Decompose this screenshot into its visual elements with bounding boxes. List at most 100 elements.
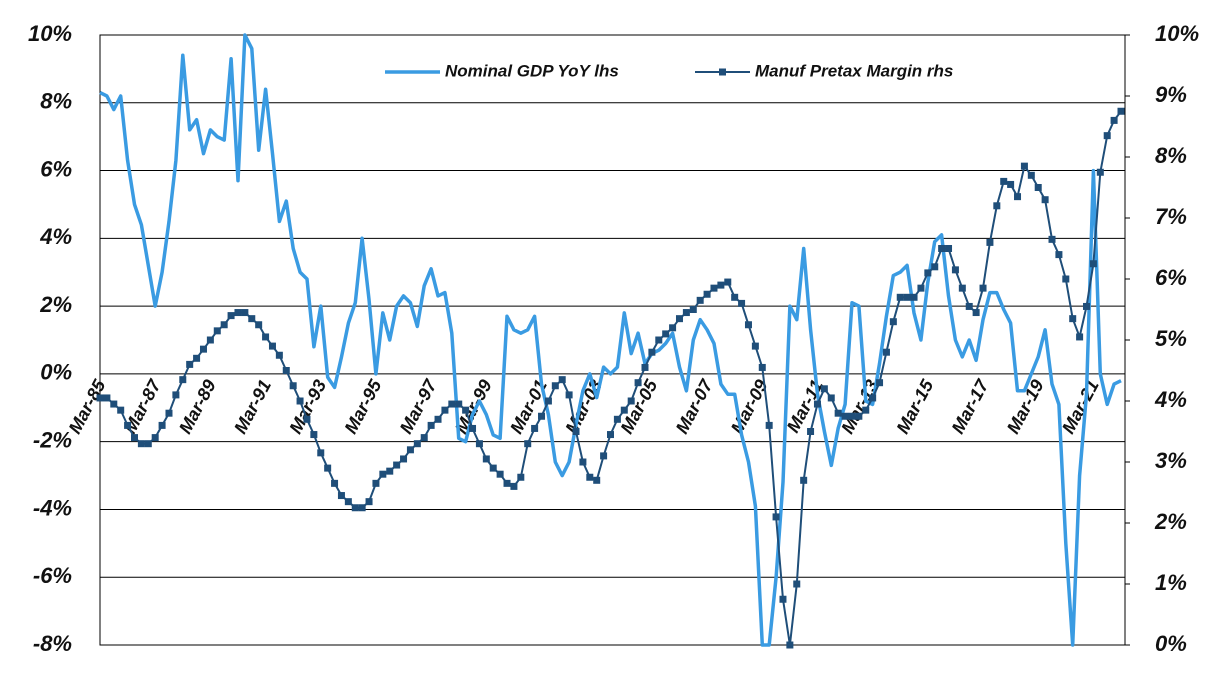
x-tick-label: Mar-17 (948, 376, 993, 437)
point-marker (579, 458, 587, 466)
point-marker (1014, 193, 1022, 201)
point-marker (682, 309, 690, 317)
point-marker (455, 400, 463, 408)
point-marker (227, 312, 235, 320)
point-marker (393, 461, 401, 469)
point-marker (117, 406, 125, 414)
point-marker (1000, 177, 1008, 185)
point-marker (1007, 180, 1015, 188)
point-marker (779, 595, 787, 603)
point-marker (137, 440, 145, 448)
point-marker (310, 431, 318, 439)
point-marker (551, 382, 559, 390)
point-marker (400, 455, 408, 463)
point-marker (386, 467, 394, 475)
point-marker (607, 431, 614, 439)
point-marker (482, 455, 490, 463)
y2-tick-label: 0% (1155, 631, 1187, 656)
point-marker (206, 336, 214, 344)
point-marker (193, 354, 201, 362)
x-tick-label: Mar-89 (175, 376, 220, 437)
point-marker (496, 470, 504, 478)
point-marker (317, 449, 325, 457)
point-marker (593, 476, 601, 484)
point-marker (896, 293, 904, 301)
point-marker (917, 284, 925, 292)
point-marker (931, 263, 939, 271)
point-marker (689, 306, 697, 313)
y2-tick-label: 9% (1155, 82, 1187, 107)
point-marker (979, 284, 987, 292)
point-marker (538, 412, 546, 420)
series-line (99, 33, 1122, 647)
point-marker (800, 476, 808, 484)
point-marker (96, 394, 104, 402)
point-marker (572, 428, 580, 435)
point-marker (613, 415, 621, 423)
point-marker (703, 290, 711, 298)
point-marker (213, 327, 221, 335)
point-marker (675, 315, 683, 323)
legend-label: Manuf Pretax Margin rhs (755, 61, 953, 80)
x-tick-label: Mar-07 (672, 376, 717, 437)
x-tick-label: Mar-01 (506, 376, 551, 437)
point-marker (379, 470, 387, 478)
point-marker (420, 434, 428, 442)
point-marker (248, 315, 256, 323)
x-tick-label: Mar-91 (230, 376, 275, 437)
point-marker (600, 452, 608, 460)
y2-tick-label: 2% (1154, 509, 1187, 534)
point-marker (358, 504, 366, 512)
point-marker (1034, 184, 1042, 191)
point-marker (807, 428, 815, 435)
y2-tick-label: 5% (1155, 326, 1187, 351)
y-tick-label: 2% (39, 292, 72, 317)
point-marker (441, 406, 449, 414)
point-marker (834, 409, 842, 417)
point-marker (758, 363, 766, 371)
point-marker (1069, 315, 1077, 323)
point-marker (945, 245, 953, 252)
point-marker (972, 309, 980, 317)
y-tick-label: 4% (39, 224, 72, 249)
legend-label: Nominal GDP YoY lhs (445, 61, 619, 80)
point-marker (448, 400, 456, 408)
point-marker (724, 278, 732, 286)
point-marker (110, 400, 118, 408)
point-marker (903, 293, 911, 301)
y-tick-label: -4% (33, 495, 72, 520)
point-marker (303, 415, 311, 423)
point-marker (910, 293, 918, 301)
legend-marker (719, 68, 726, 76)
point-marker (1117, 107, 1125, 115)
point-marker (1096, 168, 1104, 176)
point-marker (731, 293, 739, 301)
x-tick-label: Mar-15 (892, 376, 937, 437)
point-marker (510, 482, 518, 490)
point-marker (1027, 171, 1035, 179)
point-marker (586, 473, 594, 481)
point-marker (558, 376, 566, 384)
x-tick-label: Mar-95 (341, 376, 386, 437)
point-marker (331, 479, 339, 487)
point-marker (172, 391, 180, 399)
point-marker (820, 385, 828, 393)
point-marker (986, 238, 994, 246)
point-marker (1076, 333, 1084, 341)
y-tick-label: -8% (33, 631, 72, 656)
point-marker (469, 424, 477, 432)
point-marker (531, 424, 539, 432)
point-marker (503, 479, 511, 487)
point-marker (993, 202, 1001, 210)
point-marker (337, 492, 345, 500)
point-marker (793, 580, 801, 588)
y-tick-label: 8% (40, 89, 72, 114)
point-marker (262, 333, 270, 341)
point-marker (813, 400, 821, 408)
point-marker (1020, 162, 1028, 170)
y2-tick-label: 8% (1155, 143, 1187, 168)
point-marker (475, 440, 483, 448)
point-marker (772, 513, 780, 521)
point-marker (462, 406, 470, 414)
point-marker (1110, 116, 1118, 124)
